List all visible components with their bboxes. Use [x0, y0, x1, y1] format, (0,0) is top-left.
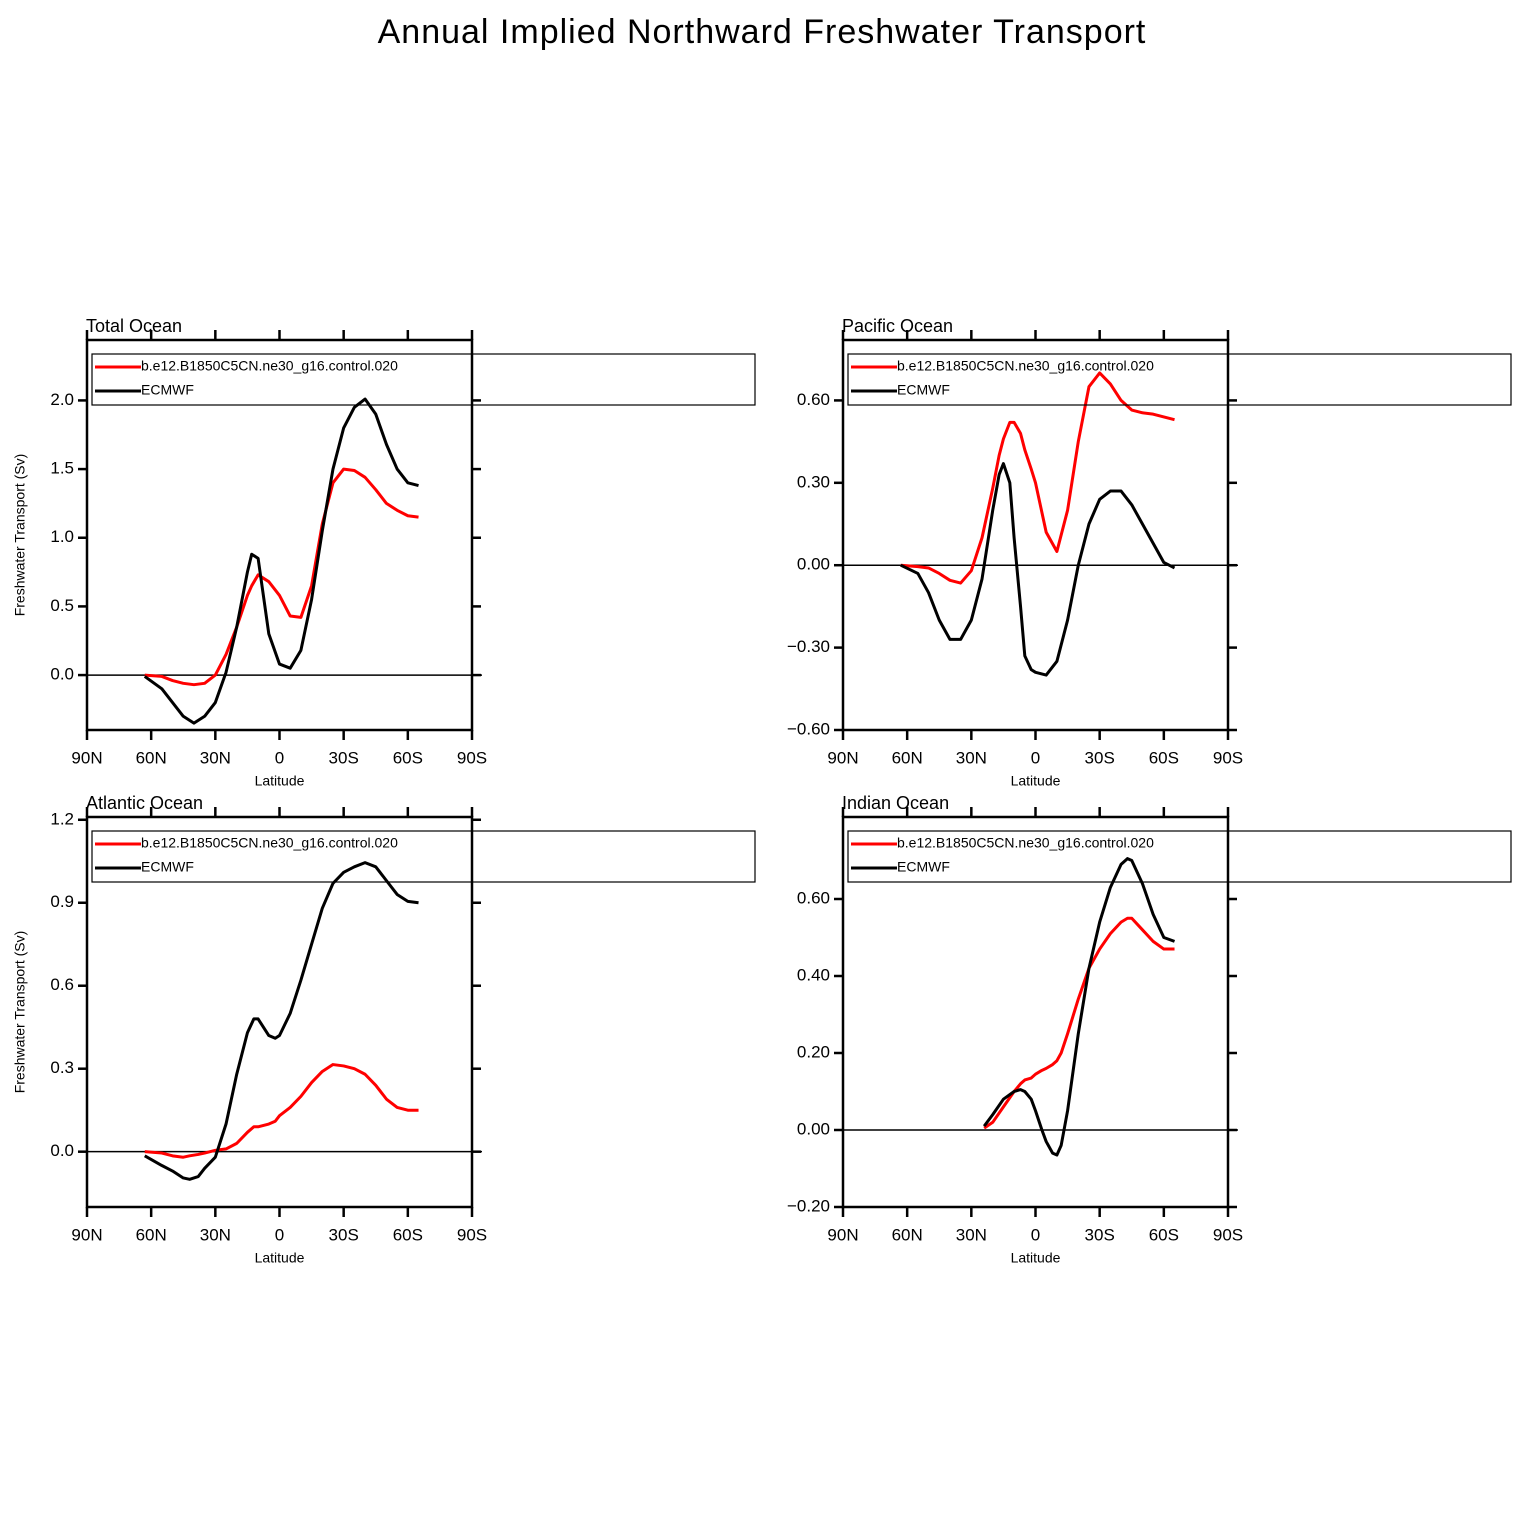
series-line — [144, 1063, 419, 1159]
x-tick-label: 90N — [827, 1225, 858, 1244]
y-axis-label: Freshwater Transport (Sv) — [12, 931, 28, 1094]
legend-box — [847, 353, 1512, 406]
x-tick-label: 60S — [1149, 1225, 1179, 1244]
x-tick-label: 60N — [892, 748, 923, 767]
legend-label: b.e12.B1850C5CN.ne30_g16.control.020 — [897, 358, 1154, 374]
x-tick-label: 90S — [1213, 1225, 1243, 1244]
y-tick-label: 1.2 — [50, 809, 74, 828]
plot-frame — [85, 338, 474, 732]
legend-box — [847, 830, 1512, 883]
figure-title: Annual Implied Northward Freshwater Tran… — [378, 13, 1147, 51]
series-line — [143, 397, 419, 725]
y-tick-label: 0.00 — [797, 555, 830, 574]
x-tick-label: 30S — [1085, 748, 1115, 767]
legend-box — [91, 830, 756, 883]
y-tick-label: 0.00 — [797, 1119, 830, 1138]
x-axis-label: Latitude — [255, 773, 305, 789]
legend-label: b.e12.B1850C5CN.ne30_g16.control.020 — [141, 835, 398, 851]
y-tick-label: 0.5 — [50, 596, 74, 615]
plot-frame — [85, 815, 474, 1209]
x-axis-label: Latitude — [1011, 773, 1061, 789]
x-tick-label: 30N — [200, 1225, 231, 1244]
y-tick-label: 0.30 — [797, 472, 830, 491]
x-tick-label: 30S — [1085, 1225, 1115, 1244]
x-tick-label: 30S — [329, 748, 359, 767]
legend-label: b.e12.B1850C5CN.ne30_g16.control.020 — [897, 835, 1154, 851]
y-tick-label: −0.30 — [787, 637, 830, 656]
legend-label: ECMWF — [141, 859, 194, 875]
y-axis-label: Freshwater Transport (Sv) — [12, 454, 28, 617]
legend-label: ECMWF — [897, 382, 950, 398]
x-axis-label: Latitude — [255, 1250, 305, 1266]
plot-frame — [841, 815, 1230, 1209]
legend-label: ECMWF — [141, 382, 194, 398]
y-tick-label: −0.20 — [787, 1196, 830, 1215]
panel-title: Atlantic Ocean — [86, 793, 203, 813]
x-tick-label: 0 — [1031, 748, 1040, 767]
series-line — [900, 462, 1176, 677]
y-tick-label: 0.0 — [50, 1141, 74, 1160]
x-tick-label: 90S — [1213, 748, 1243, 767]
x-tick-label: 0 — [1031, 1225, 1040, 1244]
x-tick-label: 90N — [71, 748, 102, 767]
series-line — [983, 916, 1175, 1130]
x-tick-label: 90N — [71, 1225, 102, 1244]
legend-label: b.e12.B1850C5CN.ne30_g16.control.020 — [141, 358, 398, 374]
y-tick-label: 0.60 — [797, 888, 830, 907]
series-line — [144, 861, 419, 1181]
y-tick-label: 1.5 — [50, 459, 74, 478]
x-axis-label: Latitude — [1011, 1250, 1061, 1266]
y-tick-label: 0.6 — [50, 975, 74, 994]
y-tick-label: 0.0 — [50, 665, 74, 684]
legend-label: ECMWF — [897, 859, 950, 875]
x-tick-label: 30N — [200, 748, 231, 767]
x-tick-label: 30S — [329, 1225, 359, 1244]
y-tick-label: 0.3 — [50, 1058, 74, 1077]
y-tick-label: 0.9 — [50, 892, 74, 911]
series-line — [144, 467, 419, 687]
panel-title: Total Ocean — [86, 316, 182, 336]
y-tick-label: 2.0 — [50, 390, 74, 409]
x-tick-label: 30N — [956, 748, 987, 767]
x-tick-label: 0 — [275, 748, 284, 767]
x-tick-label: 90N — [827, 748, 858, 767]
series-line — [900, 371, 1175, 585]
x-tick-label: 60N — [136, 1225, 167, 1244]
y-tick-label: −0.60 — [787, 719, 830, 738]
x-tick-label: 60S — [393, 748, 423, 767]
x-tick-label: 60N — [136, 748, 167, 767]
x-tick-label: 0 — [275, 1225, 284, 1244]
x-tick-label: 60S — [393, 1225, 423, 1244]
y-tick-label: 1.0 — [50, 527, 74, 546]
x-tick-label: 60N — [892, 1225, 923, 1244]
legend-box — [91, 353, 756, 406]
y-tick-label: 0.20 — [797, 1042, 830, 1061]
x-tick-label: 90S — [457, 748, 487, 767]
series-line — [982, 857, 1176, 1157]
x-tick-label: 90S — [457, 1225, 487, 1244]
y-tick-label: 0.60 — [797, 390, 830, 409]
x-tick-label: 60S — [1149, 748, 1179, 767]
x-tick-label: 30N — [956, 1225, 987, 1244]
panel-title: Pacific Ocean — [842, 316, 953, 336]
y-tick-label: 0.40 — [797, 965, 830, 984]
panel-title: Indian Ocean — [842, 793, 949, 813]
